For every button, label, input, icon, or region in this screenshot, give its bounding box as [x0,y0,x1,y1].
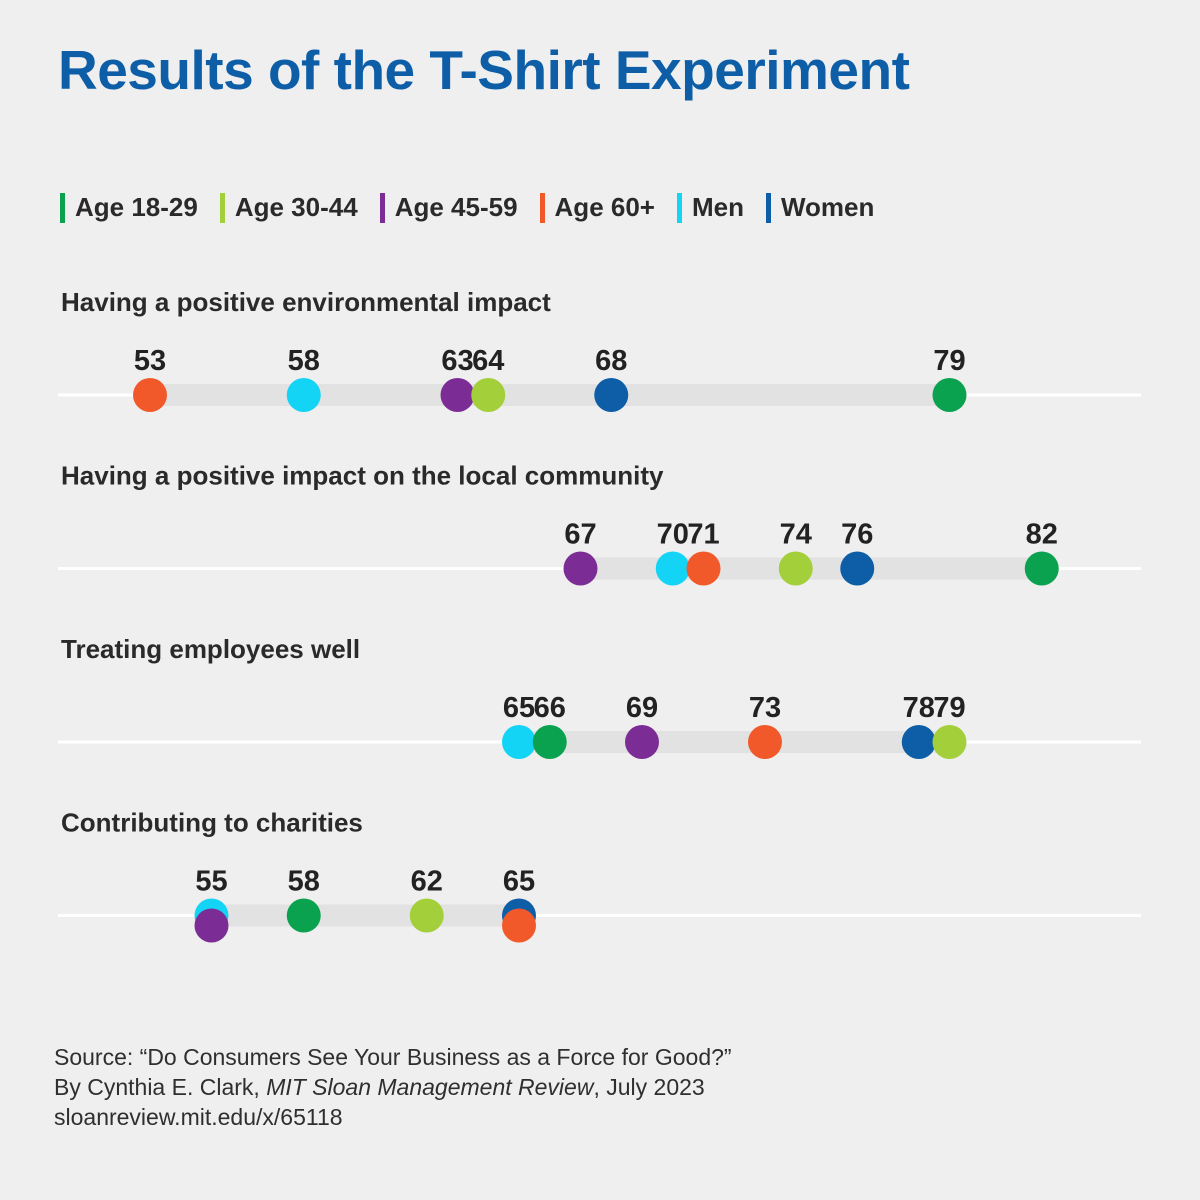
data-point [502,908,536,943]
data-label: 71 [687,519,719,551]
data-label: 67 [564,519,596,551]
data-point [1024,551,1059,586]
data-label: 53 [134,345,166,377]
source-url: sloanreview.mit.edu/x/65118 [54,1104,343,1130]
dot-plot-svg: Having a positive environmental impact 53… [58,287,1141,943]
data-label: 64 [472,345,504,377]
source-publication: MIT Sloan Management Review [266,1074,594,1100]
legend: Age 18-29 Age 30-44 Age 45-59 Age 60+ Me… [60,192,874,223]
data-point [194,908,229,943]
legend-swatch [219,192,225,223]
data-label: 69 [626,692,658,724]
data-label: 70 [657,519,689,551]
data-point [563,551,598,586]
data-point [440,378,475,412]
data-point [471,378,506,412]
legend-label: Women [780,192,875,222]
data-point [409,898,444,933]
legend-item-women: Women [765,192,875,223]
row-label: Contributing to charities [61,808,363,838]
data-point [932,378,967,412]
data-point [655,551,690,586]
legend-swatch [379,192,385,223]
legend-item-men: Men [676,192,744,223]
legend-label: Age 30-44 [234,192,358,222]
row-label: Having a positive environmental impact [61,287,551,317]
dot-row: Having a positive impact on the local co… [58,461,1141,586]
data-point [286,898,321,933]
data-label: 68 [595,345,627,377]
data-label: 78 [903,692,935,724]
legend-item-age-45-59: Age 45-59 [379,192,518,223]
data-point [686,551,721,586]
row-label: Having a positive impact on the local co… [61,461,664,491]
data-point [901,725,936,759]
data-point [932,725,967,759]
legend-label: Age 60+ [554,192,655,222]
data-point [625,725,659,759]
data-label: 73 [749,692,781,724]
data-label: 58 [288,866,320,898]
chart-title: Results of the T-Shirt Experiment [58,39,910,101]
data-label: 58 [288,345,320,377]
row-label: Treating employees well [61,634,360,664]
data-point [286,378,321,412]
legend-swatch [676,192,682,223]
legend-label: Age 45-59 [394,192,518,222]
data-point [502,725,536,759]
data-label: 82 [1026,519,1058,551]
legend-item-age-18-29: Age 18-29 [60,192,198,223]
data-label: 74 [780,519,812,551]
legend-swatch [765,192,771,223]
data-label: 62 [411,866,443,898]
source-byline-suffix: , July 2023 [593,1074,705,1100]
dot-row: Contributing to charities 55 58 62 65 [58,808,1141,943]
legend-swatch [60,192,65,223]
data-point [748,725,782,759]
dot-plot: Having a positive environmental impact 53… [0,270,1200,970]
legend-label: Age 18-29 [75,192,198,222]
data-point [778,551,813,586]
legend-label: Men [691,192,744,222]
legend-swatch [539,192,545,223]
source-byline-prefix: By Cynthia E. Clark, [54,1074,267,1100]
source-line: Source: “Do Consumers See Your Business … [54,1044,732,1070]
source-byline: By Cynthia E. Clark, MIT Sloan Managemen… [54,1072,732,1102]
data-label: 76 [841,519,873,551]
data-point [840,551,875,586]
data-label: 65 [503,866,535,898]
data-label: 65 [503,692,535,724]
legend-item-age-30-44: Age 30-44 [219,192,358,223]
data-label: 66 [534,692,566,724]
data-label: 79 [933,692,965,724]
source-note: Source: “Do Consumers See Your Business … [54,1042,732,1132]
data-label: 55 [195,866,227,898]
data-point [532,725,567,759]
data-label: 79 [933,345,965,377]
data-point [133,378,167,412]
legend-item-age-60-plus: Age 60+ [539,192,655,223]
data-point [594,378,629,412]
data-label: 63 [441,345,473,377]
dot-row: Having a positive environmental impact 53… [58,287,1141,412]
